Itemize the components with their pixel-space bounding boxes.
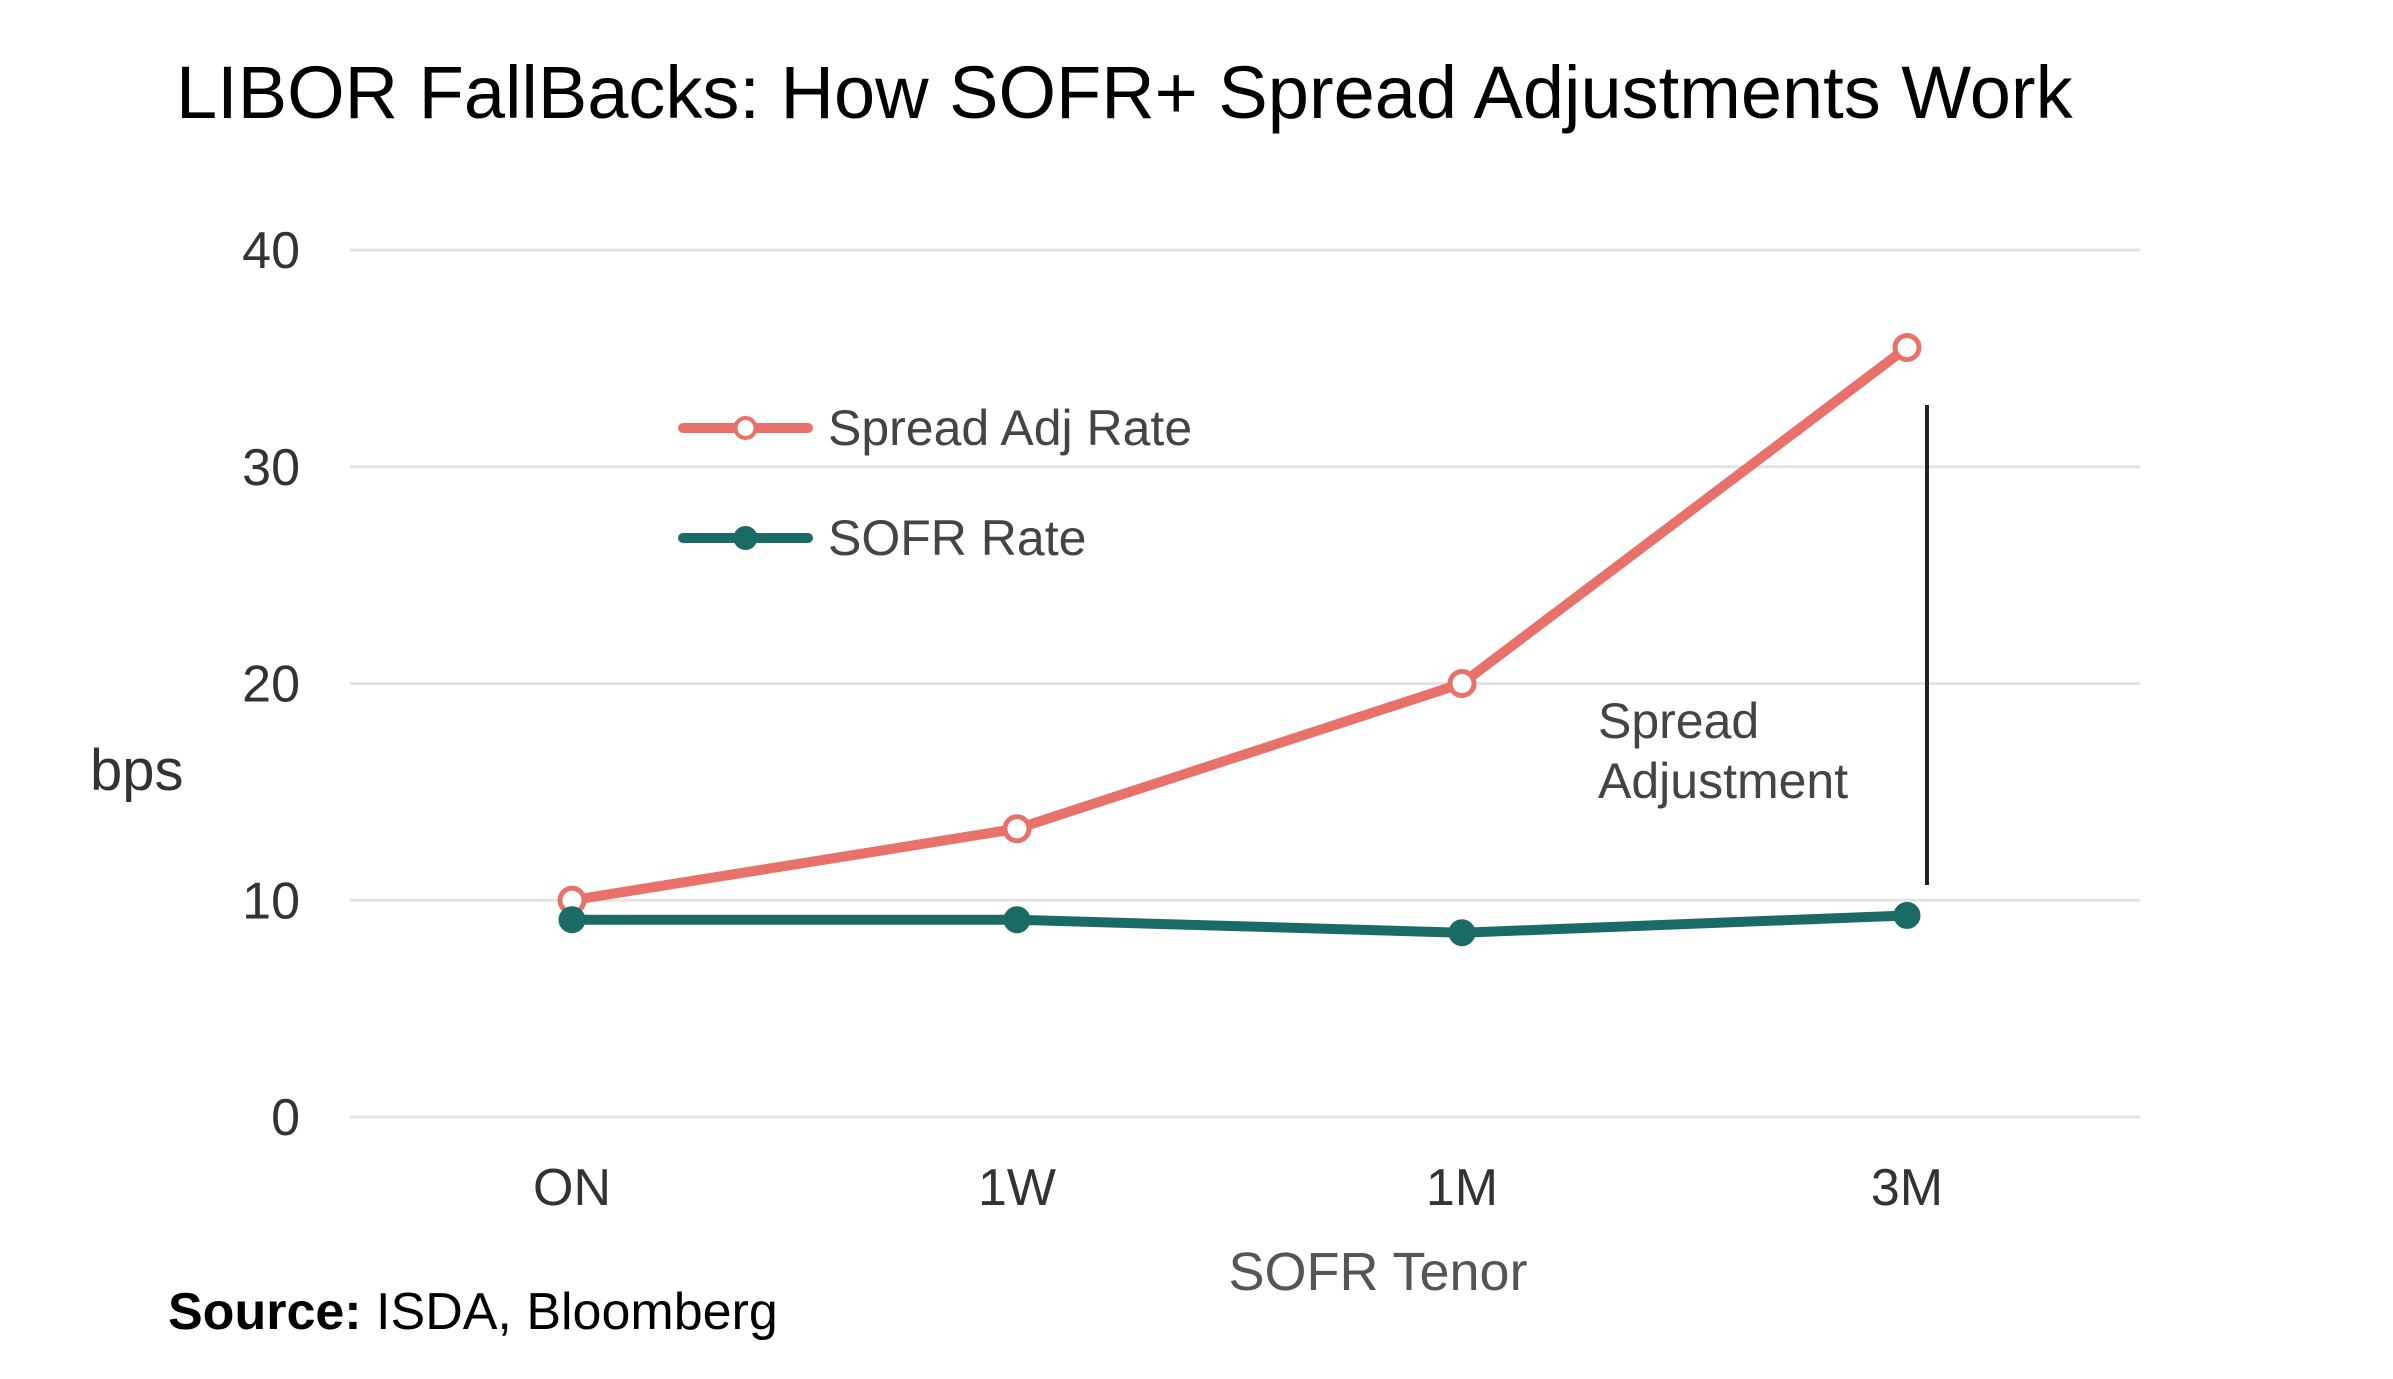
spread-adjustment-label-line2: Adjustment xyxy=(1598,753,1848,809)
x-axis-label: SOFR Tenor xyxy=(1228,1242,1527,1302)
y-tick-label-10: 10 xyxy=(242,872,300,930)
spread-adj-rate-point-1w xyxy=(1002,814,1032,844)
spread-adjustment-annotation: Spread Adjustment xyxy=(1598,405,1929,885)
source-label: Source: xyxy=(168,1283,362,1341)
y-tick-label-40: 40 xyxy=(242,222,300,280)
legend-spread-adj-rate-marker xyxy=(733,416,758,440)
y-tick-label-30: 30 xyxy=(242,439,300,497)
legend: Spread Adj Rate SOFR Rate xyxy=(678,400,1192,566)
sofr-rate-point-1w xyxy=(1003,906,1031,934)
chart-title: LIBOR FallBacks: How SOFR+ Spread Adjust… xyxy=(176,51,2073,134)
x-tick-label-1m: 1M xyxy=(1426,1159,1498,1217)
series-lines xyxy=(557,333,1922,947)
x-tick-label-1w: 1W xyxy=(978,1159,1056,1217)
legend-spread-adj-rate-label: Spread Adj Rate xyxy=(828,400,1192,456)
legend-sofr-rate-marker xyxy=(733,526,758,550)
y-axis-label: bps xyxy=(90,738,184,803)
spread-adj-rate-point-3m xyxy=(1892,333,1922,363)
x-tick-label-3m: 3M xyxy=(1871,1159,1943,1217)
y-tick-label-20: 20 xyxy=(242,656,300,714)
spread-adj-rate-line xyxy=(567,342,1912,906)
sofr-rate-line xyxy=(567,910,1912,938)
legend-sofr-rate-label: SOFR Rate xyxy=(828,510,1086,566)
sofr-rate-point-1m xyxy=(1448,919,1476,947)
x-tick-label-on: ON xyxy=(533,1159,611,1217)
y-tick-label-0: 0 xyxy=(271,1089,300,1147)
gridlines xyxy=(350,248,2140,1119)
source-note: Source: ISDA, Bloomberg xyxy=(168,1282,778,1342)
sofr-rate-point-3m xyxy=(1893,901,1921,929)
spread-adjustment-label-line1: Spread xyxy=(1598,693,1759,749)
x-axis-ticks: ON 1W 1M 3M xyxy=(533,1159,1943,1217)
sofr-rate-point-on xyxy=(558,906,586,934)
spread-adj-rate-point-1m xyxy=(1447,669,1477,698)
y-axis-ticks: 0 10 20 30 40 xyxy=(242,222,300,1147)
source-text: ISDA, Bloomberg xyxy=(361,1283,778,1341)
